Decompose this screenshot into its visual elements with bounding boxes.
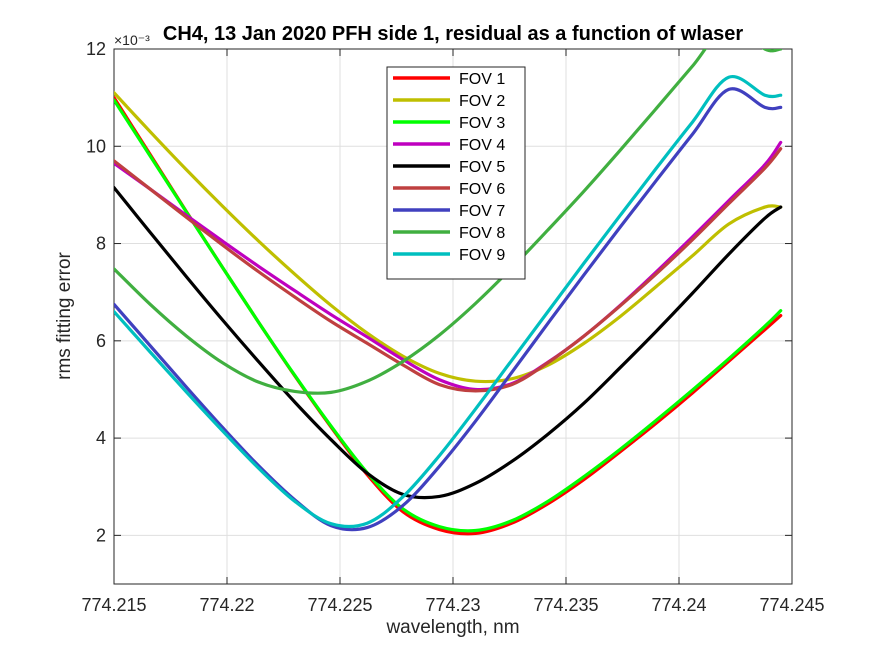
x-tick-label: 774.24	[651, 595, 706, 615]
series-line-fov-4	[114, 140, 783, 392]
y-tick-label: 10	[86, 136, 106, 156]
series-line-fov-8	[114, 49, 783, 395]
x-tick-label: 774.23	[425, 595, 480, 615]
legend-entry: FOV 2	[459, 93, 505, 110]
series-line-fov-7	[114, 87, 783, 532]
series-line-fov-5	[114, 186, 783, 500]
series-line-fov-9	[114, 74, 783, 529]
series-line-fov-3	[114, 98, 783, 533]
y-exponent-label: ×10⁻³	[114, 32, 150, 48]
legend-entry: FOV 8	[459, 225, 505, 242]
legend-entry: FOV 4	[459, 137, 505, 154]
y-tick-label: 6	[96, 331, 106, 351]
y-tick-label: 2	[96, 525, 106, 545]
series-line-fov-6	[114, 147, 783, 393]
y-axis-label: rms fitting error	[54, 251, 75, 379]
legend: FOV 1 FOV 2 FOV 3 FOV 4 FOV 5 FOV 6 FOV 7 FOV 8…	[386, 66, 526, 280]
chart-title: CH4, 13 Jan 2020 PFH side 1, residual as…	[163, 23, 743, 45]
y-tick-label: 4	[96, 428, 106, 448]
axes: 774.215 774.22 774.225 774.23 774.235 774.24 7…	[81, 39, 824, 615]
legend-entry: FOV 5	[459, 159, 505, 176]
x-tick-label: 774.22	[199, 595, 254, 615]
y-tick-label: 8	[96, 234, 106, 254]
series-line-fov-2	[114, 91, 783, 384]
x-tick-label: 774.225	[307, 595, 372, 615]
axes-box	[113, 48, 793, 585]
y-tick-label: 12	[86, 39, 106, 59]
x-tick-label: 774.245	[759, 595, 824, 615]
legend-entry: FOV 3	[459, 115, 505, 132]
x-tick-label: 774.235	[533, 595, 598, 615]
legend-entry: FOV 6	[459, 181, 505, 198]
legend-box	[386, 66, 526, 280]
series-layer	[114, 49, 783, 536]
legend-entry: FOV 7	[459, 203, 505, 220]
legend-entry: FOV 9	[459, 247, 505, 264]
x-axis-label: wavelength, nm	[385, 617, 519, 638]
x-tick-label: 774.215	[81, 595, 146, 615]
legend-entry: FOV 1	[459, 71, 505, 88]
